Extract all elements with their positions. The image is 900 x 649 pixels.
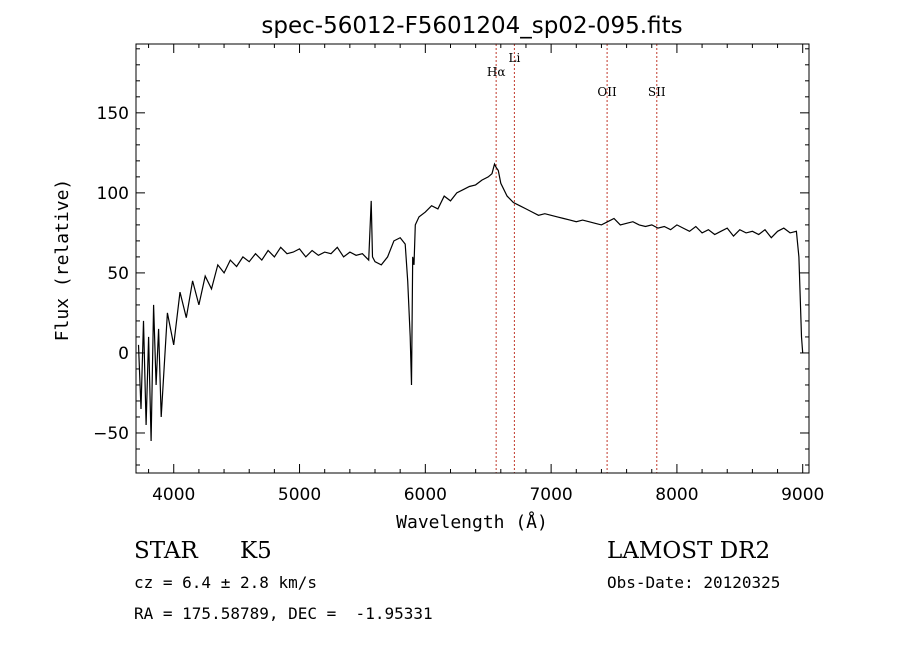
spectral-line-label: SII xyxy=(648,85,666,99)
y-tick-label: −50 xyxy=(93,424,129,444)
spectral-line-label: Li xyxy=(508,51,520,65)
x-tick-label: 9000 xyxy=(781,485,824,505)
spectrum-line xyxy=(137,162,804,442)
object-subclass: K5 xyxy=(240,538,272,564)
x-tick-label: 5000 xyxy=(278,485,321,505)
obs-date-text: Obs-Date: 20120325 xyxy=(607,573,781,592)
y-tick-label: 150 xyxy=(97,104,129,124)
x-tick-label: 7000 xyxy=(529,485,572,505)
redshift-text: cz = 6.4 ± 2.8 km/s xyxy=(134,573,318,592)
y-tick-label: 100 xyxy=(97,184,129,204)
axis-ticks: 4000 5000 6000 7000 8000 9000 −50 0 50 100 150 xyxy=(93,44,824,505)
spectral-line-label: Hα xyxy=(487,65,506,79)
spectral-line-label: OII xyxy=(597,85,617,99)
object-class: STAR xyxy=(134,538,198,564)
y-tick-label: 50 xyxy=(107,264,129,284)
x-tick-label: 8000 xyxy=(655,485,698,505)
x-axis-label: Wavelength (Å) xyxy=(396,511,548,533)
survey-name: LAMOST DR2 xyxy=(607,538,771,564)
y-tick-label: 0 xyxy=(118,344,129,364)
chart-title: spec-56012-F5601204_sp02-095.fits xyxy=(261,13,682,39)
coordinates-text: RA = 175.58789, DEC = -1.95331 xyxy=(134,604,433,623)
plot-frame xyxy=(135,43,810,474)
x-tick-label: 6000 xyxy=(404,485,447,505)
x-tick-label: 4000 xyxy=(152,485,195,505)
y-axis-label: Flux (relative) xyxy=(52,179,73,342)
